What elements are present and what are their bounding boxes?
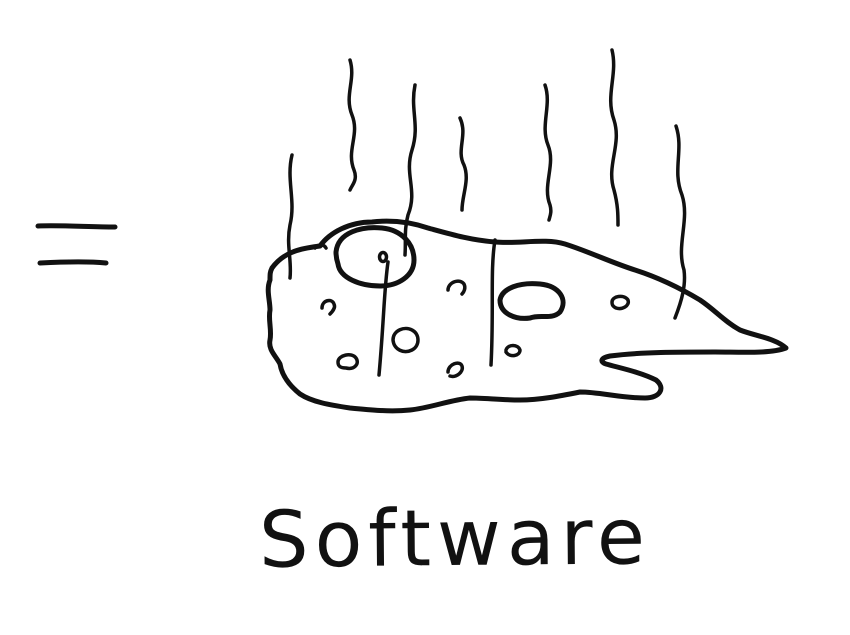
equals-sign-icon	[35, 223, 118, 266]
stink-lines-icon	[286, 48, 687, 377]
rotten-blob-icon	[265, 218, 789, 414]
caption-software: Software	[258, 492, 652, 586]
